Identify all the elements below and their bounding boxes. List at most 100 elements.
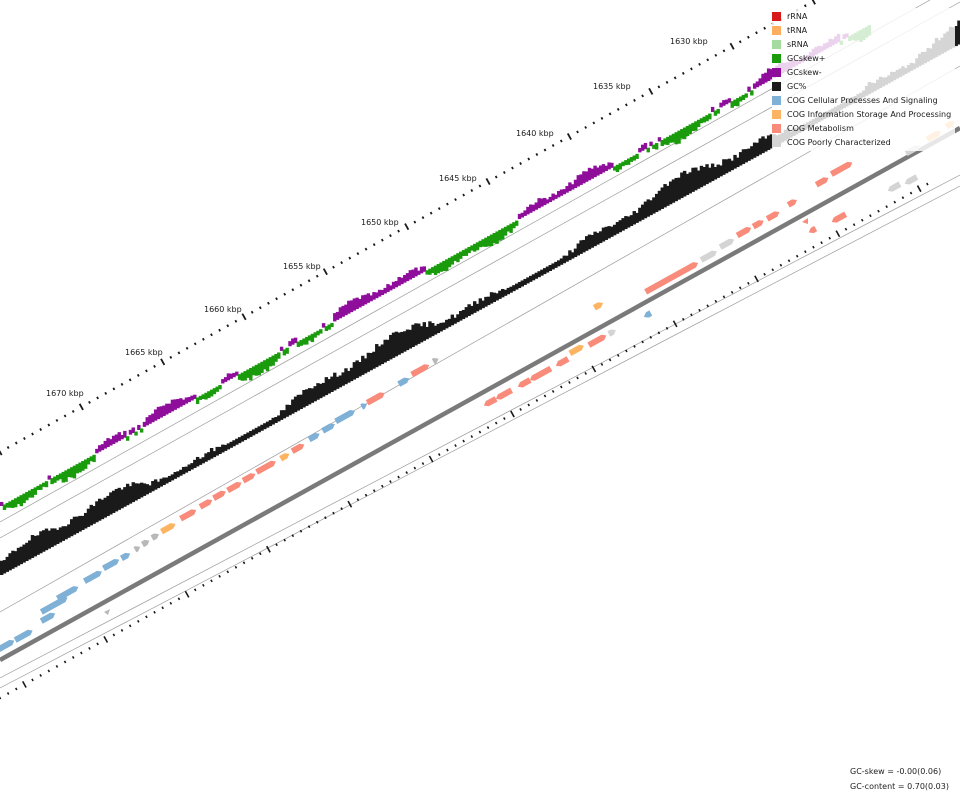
- gc-bar: [694, 167, 698, 191]
- gc-bar: [204, 453, 208, 462]
- scale-tick: [673, 76, 677, 80]
- scale-tick: [429, 211, 433, 215]
- scale-tick: [307, 525, 311, 529]
- gc-bar: [520, 280, 525, 287]
- skew-bar: [156, 406, 161, 420]
- gc-bar: [0, 560, 4, 575]
- gc-bar: [626, 216, 631, 228]
- gc-bar: [240, 435, 245, 442]
- skew-bar: [691, 122, 695, 132]
- scale-tick: [234, 565, 238, 569]
- skew-bar: [170, 399, 175, 412]
- scale-tick: [747, 281, 750, 285]
- scale-tick: [347, 500, 353, 508]
- scale-tick: [63, 414, 67, 418]
- skew-bar: [629, 157, 634, 162]
- gc-bar: [383, 339, 387, 363]
- gc-bar: [397, 332, 401, 355]
- scale-tick: [80, 651, 83, 655]
- gc-bar: [176, 471, 180, 478]
- gene-feature: [141, 539, 150, 548]
- scale-tick: [729, 42, 735, 50]
- skew-bar: [58, 473, 63, 480]
- scale-tick: [722, 295, 726, 299]
- gc-bar: [747, 148, 751, 161]
- scale-tick: [389, 480, 392, 484]
- gc-bar: [537, 271, 541, 278]
- gc-bar: [459, 311, 463, 321]
- skew-bar: [386, 284, 390, 292]
- skew-bar: [666, 136, 670, 145]
- scale-tick: [291, 288, 295, 292]
- skew-bar: [249, 367, 253, 381]
- scale-tick: [763, 26, 767, 30]
- gc-bar: [86, 508, 91, 527]
- legend-item: tRNA: [772, 23, 951, 37]
- scale-tick: [340, 507, 343, 511]
- gc-bar: [660, 187, 664, 209]
- gc-bar: [187, 464, 191, 472]
- scale-tick: [584, 371, 587, 375]
- legend-item: COG Metabolism: [772, 121, 951, 135]
- skew-bar: [442, 260, 446, 272]
- scale-tick: [714, 299, 718, 303]
- gc-bar: [389, 334, 393, 360]
- skew-bar: [75, 464, 79, 474]
- gc-bar: [456, 314, 460, 323]
- scale-tick: [96, 396, 99, 400]
- skew-bar: [383, 287, 387, 294]
- gc-bar: [83, 512, 88, 529]
- gc-bar: [170, 474, 175, 481]
- gc-bar: [167, 475, 172, 482]
- gc-bar: [674, 177, 678, 202]
- scale-tick: [55, 418, 59, 422]
- gene-feature: [55, 586, 79, 602]
- gc-bar: [604, 226, 608, 240]
- skew-bar: [316, 330, 320, 336]
- gene-feature: [568, 344, 584, 356]
- skew-bar: [260, 361, 264, 373]
- skew-bar: [534, 202, 538, 210]
- scale-tick: [494, 421, 498, 425]
- skew-bar: [69, 467, 74, 478]
- scale-tick: [39, 674, 42, 677]
- scale-tick: [421, 216, 425, 220]
- scale-tick: [926, 182, 929, 186]
- scale-tick: [478, 430, 482, 434]
- scale-tick: [535, 152, 539, 156]
- skew-bar: [72, 465, 77, 479]
- legend-item: COG Cellular Processes And Signaling: [772, 93, 951, 107]
- gc-bar: [598, 231, 603, 244]
- scale-tick: [234, 319, 238, 323]
- scale-tick: [242, 561, 246, 565]
- skew-bar: [520, 212, 525, 218]
- skew-bar: [682, 127, 687, 140]
- skew-bar: [573, 179, 578, 189]
- skew-bar: [181, 399, 186, 406]
- skew-bar: [590, 168, 594, 179]
- skew-bar: [523, 210, 527, 216]
- gc-bar: [341, 372, 345, 386]
- gc-bar: [503, 289, 508, 296]
- gc-bar: [428, 321, 432, 338]
- skew-bar: [554, 194, 558, 199]
- skew-bar: [621, 161, 625, 167]
- gc-bar: [173, 471, 177, 479]
- scale-tick: [128, 624, 132, 628]
- gc-bar: [296, 394, 301, 411]
- gc-bar: [422, 322, 427, 341]
- scale-tick: [315, 274, 319, 278]
- gc-bar: [481, 300, 485, 309]
- scale-tick: [259, 552, 262, 556]
- gene-feature: [431, 357, 439, 365]
- skew-bar: [733, 99, 737, 106]
- skew-bar: [338, 307, 343, 319]
- skew-bar: [193, 394, 197, 399]
- gc-bar: [954, 25, 958, 47]
- scale-tick: [136, 373, 140, 377]
- gc-bar: [246, 432, 250, 439]
- scale-tick: [916, 185, 922, 193]
- skew-bar: [142, 421, 147, 427]
- skew-bar: [288, 341, 292, 347]
